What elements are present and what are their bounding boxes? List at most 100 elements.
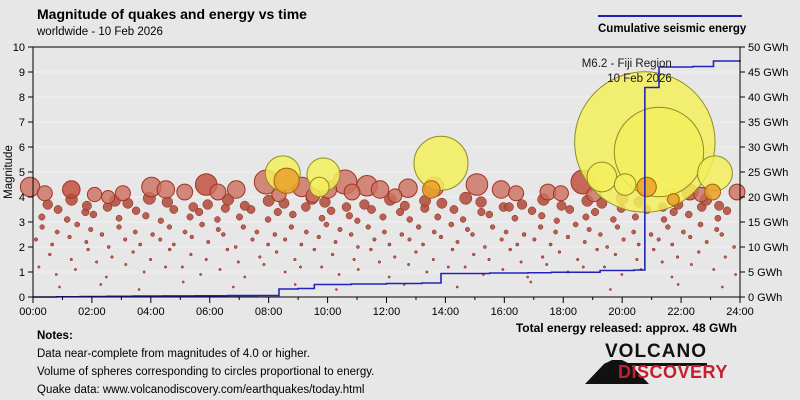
quake-dot (434, 213, 442, 221)
quake-dot (283, 237, 288, 242)
quake-dot (299, 265, 302, 269)
quake-dot (214, 216, 221, 223)
quake-dot (586, 227, 592, 232)
quake-energy-chart: 00:00 02:00 04:00 06:00 08:00 10:00 12:00 14:00… (3, 42, 788, 318)
quake-circle (728, 183, 746, 201)
major-quake-circle (309, 176, 330, 198)
quake-dot (504, 202, 514, 212)
quake-circle (176, 183, 194, 201)
quake-dot (239, 200, 250, 211)
quake-circle (86, 186, 103, 203)
y-left-tick-label: 7 (19, 117, 25, 129)
quake-dot (516, 199, 528, 210)
quake-dot (636, 242, 641, 247)
quake-circle (62, 180, 81, 199)
quake-dot (508, 247, 512, 252)
quake-dot (501, 268, 505, 271)
quake-dot (53, 205, 63, 214)
quake-dot (475, 196, 487, 208)
quake-dot (603, 265, 606, 269)
quake-dot (106, 245, 111, 249)
quake-circle (101, 190, 116, 204)
quake-dot (545, 263, 549, 266)
quake-dot (38, 213, 46, 221)
moderate-quake-circle (636, 176, 657, 198)
quake-dot (670, 242, 675, 247)
y-right-tick-label: 50 GWh (748, 42, 788, 54)
quake-dot (483, 245, 487, 249)
logo-text-volcano: VOLCANO (605, 341, 707, 366)
quake-dot (532, 237, 537, 242)
quake-circle (209, 183, 227, 201)
quake-dot (387, 242, 392, 247)
total-energy-label: Total energy released: approx. 48 GWh (515, 321, 737, 335)
quake-dot (620, 273, 624, 276)
quake-dot (54, 273, 58, 276)
quake-circle (114, 185, 131, 202)
quake-dot (132, 229, 138, 235)
y-left-tick-label: 8 (19, 92, 25, 104)
quake-dot (595, 247, 599, 252)
quake-dot (37, 265, 41, 269)
quake-dot (582, 240, 587, 244)
quake-dot (455, 285, 459, 289)
quake-dot (341, 202, 352, 212)
annotation-line-2: 10 Feb 2026 (607, 73, 672, 85)
quake-dot (164, 265, 168, 269)
quake-dot (446, 265, 450, 269)
legend-label: Cumulative seismic energy (598, 23, 747, 35)
quake-dot (681, 229, 686, 235)
quake-dot (537, 224, 544, 230)
quake-dot (157, 217, 164, 224)
quake-dot (274, 250, 279, 254)
quake-dot (333, 240, 338, 244)
quake-dot (379, 213, 387, 221)
note-line-2: Volume of spheres corresponding to circl… (37, 366, 375, 378)
quake-dot (598, 232, 603, 237)
notes-heading: Notes: (37, 330, 73, 342)
quake-dot (264, 216, 272, 223)
quake-dot (719, 232, 724, 237)
quake-dot (472, 252, 476, 257)
quake-dot (299, 242, 304, 247)
quake-dot (301, 202, 311, 212)
x-tick-label: 14:00 (432, 306, 460, 318)
quake-dot (74, 221, 80, 228)
quake-dot (48, 252, 52, 257)
quake-dot (665, 224, 671, 230)
quake-dot (318, 214, 326, 222)
quake-dot (556, 200, 567, 211)
quake-dot (167, 247, 172, 252)
moderate-quake-circle (273, 167, 300, 194)
quake-circle (508, 185, 525, 202)
y-left-tick-label: 6 (19, 142, 25, 154)
volcano-icon (585, 360, 649, 384)
quake-dot (660, 216, 668, 223)
y-left-tick-label: 1 (19, 267, 25, 279)
quake-dot (396, 207, 405, 217)
energy-line (33, 60, 741, 298)
quake-dot (526, 275, 529, 279)
moderate-quake-circle (422, 180, 441, 199)
quake-dot (407, 237, 412, 242)
quake-circle (387, 188, 403, 204)
quake-dot (581, 265, 585, 269)
quake-dot (131, 206, 141, 215)
y-right-tick-label: 15 GWh (748, 217, 788, 229)
x-tick-label: 12:00 (373, 306, 401, 318)
quake-dot (406, 216, 413, 223)
quake-dot (613, 252, 618, 257)
quake-dot (81, 200, 92, 211)
quake-dot (670, 275, 674, 279)
quake-circle (343, 183, 361, 201)
quake-circle (36, 185, 53, 202)
quake-dot (393, 255, 397, 259)
quake-dot (541, 255, 545, 259)
quake-dot (231, 285, 235, 289)
volcanodiscovery-logo: VOLCANO DISCOVERY (585, 341, 755, 391)
quake-dot (399, 232, 405, 237)
quake-dot (582, 213, 590, 221)
y-right-tick-label: 10 GWh (748, 242, 788, 254)
quake-dot (323, 221, 330, 228)
quake-dot (148, 257, 153, 262)
